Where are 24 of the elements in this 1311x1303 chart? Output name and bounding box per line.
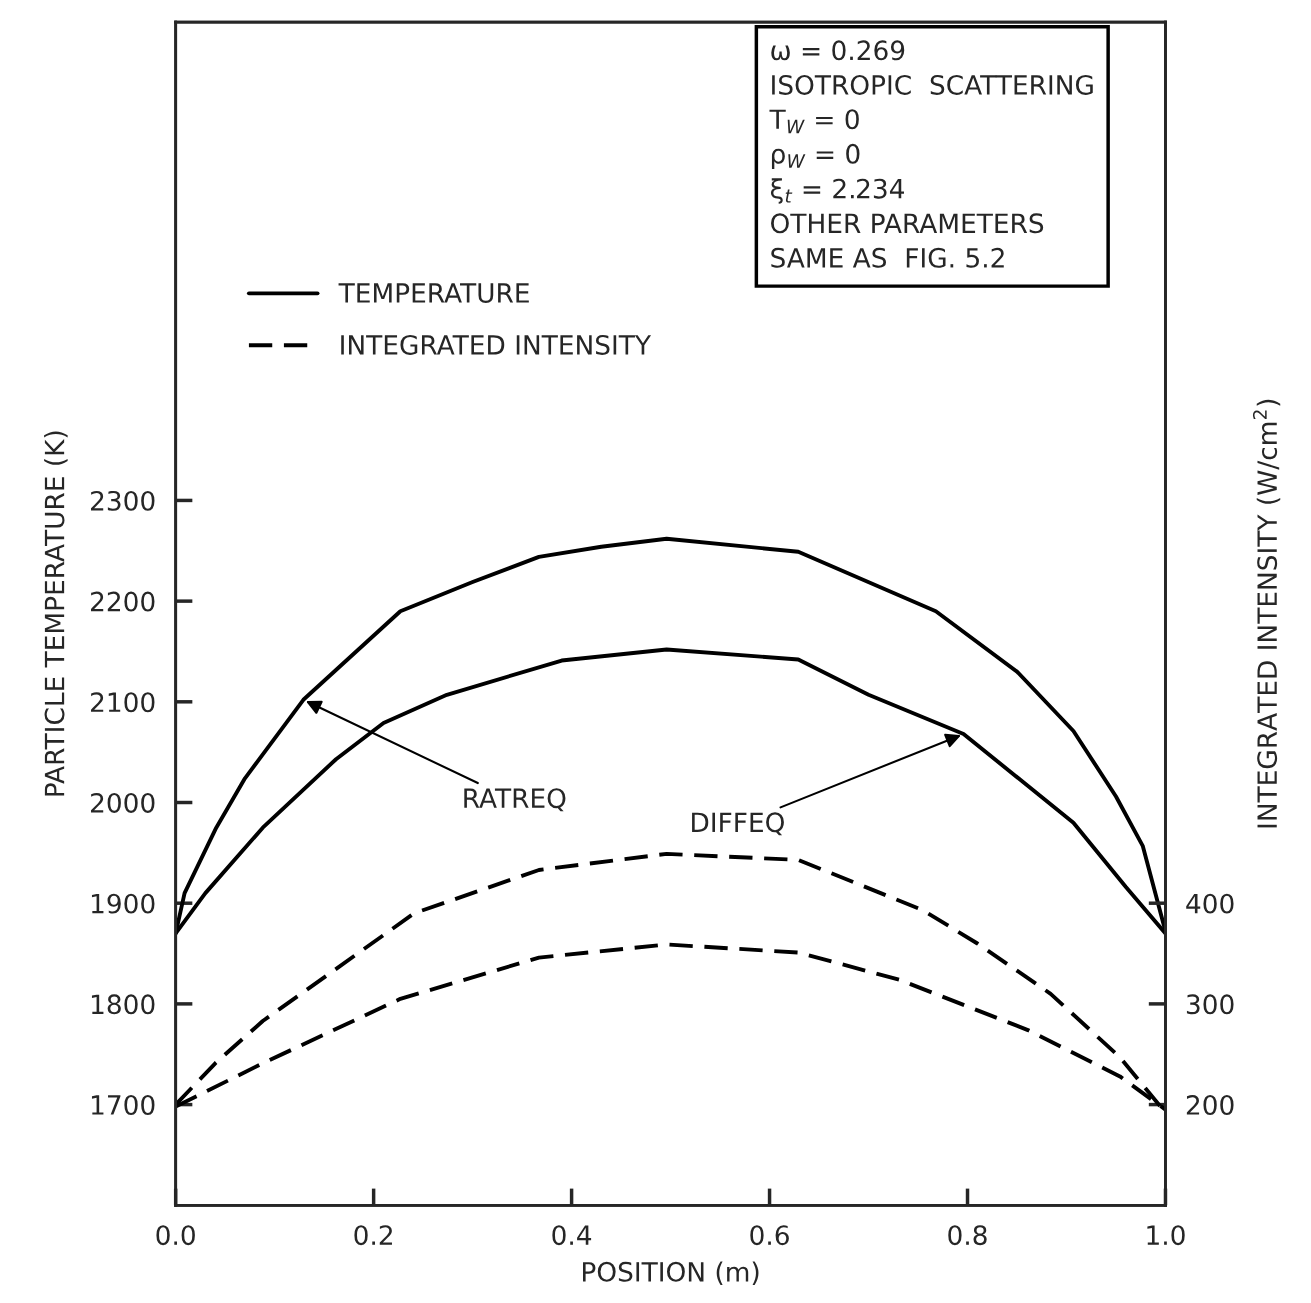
y-tick-label: 1700 xyxy=(91,1095,155,1115)
x-tick-label: 0.4 xyxy=(552,1225,592,1246)
y-tick-label: 2000 xyxy=(91,792,155,813)
y2-tick-label: 400 xyxy=(1186,893,1234,914)
y-tick-label: 1900 xyxy=(91,893,155,914)
y-tick-label: 2300 xyxy=(91,490,155,511)
y2-tick-label: 200 xyxy=(1186,1095,1234,1115)
x-tick-label: 0.2 xyxy=(354,1225,392,1246)
annotation: DIFFEQ xyxy=(692,812,784,836)
y2-tick-label: 300 xyxy=(1186,994,1234,1015)
x-tick-label: 0.6 xyxy=(750,1225,789,1246)
annotation: RATREQ xyxy=(464,788,566,812)
legend-label: TEMPERATURE xyxy=(338,283,529,303)
x-tick-label: 0.8 xyxy=(948,1225,987,1246)
legend-label: INTEGRATED INTENSITY xyxy=(341,334,652,355)
y-tick-label: 2200 xyxy=(91,591,155,612)
text: ω = 0.269 ISOTROPIC SCATTERING T$_{W}$ = 0 ρ$_{W}$ = 0 ξ$_{t}$ = 2.234 OTHER PARAMETERS SAME AS FIG. 5.2 xyxy=(769,40,1093,268)
y-axis-title: PARTICLE TEMPERATURE (K) xyxy=(44,431,68,796)
y-tick-label: 1800 xyxy=(91,994,155,1015)
x-tick-label: 0.0 xyxy=(156,1225,195,1246)
y2-axis-title: INTEGRATED INTENSITY (W/cm$^{2}$) xyxy=(1252,399,1281,828)
x-tick-label: 1.0 xyxy=(1147,1225,1185,1246)
x-axis-title: POSITION (m) xyxy=(583,1261,759,1285)
y-tick-label: 2100 xyxy=(91,692,155,713)
